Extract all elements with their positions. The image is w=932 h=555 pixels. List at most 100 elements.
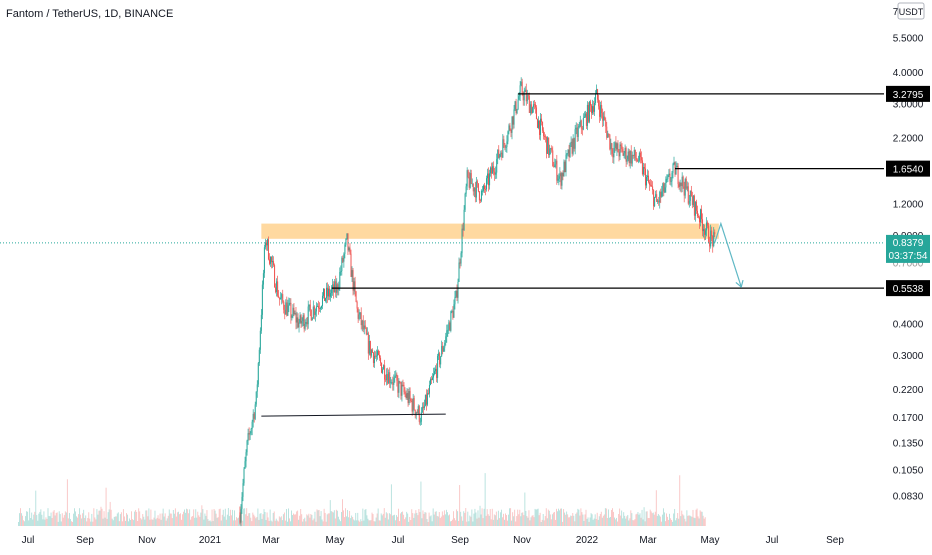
- volume-bar: [320, 511, 322, 526]
- candle-body: [504, 143, 506, 148]
- candle-body: [663, 183, 665, 193]
- candle-body: [265, 242, 267, 246]
- candle-body: [535, 107, 537, 120]
- volume-bar: [217, 517, 219, 526]
- volume-bar: [679, 475, 681, 526]
- candle-body: [253, 413, 255, 419]
- volume-bar: [558, 508, 559, 526]
- volume-bar: [186, 508, 188, 526]
- candle-body: [438, 353, 440, 356]
- candle-body: [596, 89, 598, 95]
- candle-body: [389, 372, 391, 383]
- candle-body: [382, 369, 384, 373]
- candle-body: [260, 314, 262, 331]
- volume-bar: [538, 515, 540, 526]
- volume-bar: [466, 521, 468, 526]
- candle-body: [630, 150, 632, 164]
- candle-body: [624, 147, 626, 154]
- volume-bar: [196, 517, 198, 526]
- volume-bar: [667, 516, 668, 526]
- volume-bar: [251, 521, 253, 526]
- volume-bar: [348, 517, 350, 526]
- volume-bar: [61, 513, 63, 526]
- volume-bar: [424, 512, 426, 526]
- volume-bar: [110, 509, 112, 526]
- candle-body: [335, 281, 337, 293]
- volume-bar: [401, 512, 403, 526]
- volume-bar: [93, 508, 95, 526]
- volume-bar: [417, 515, 419, 526]
- volume-bar: [492, 519, 494, 526]
- volume-bar: [51, 518, 53, 526]
- candle-body: [320, 305, 322, 309]
- volume-bar: [587, 517, 589, 526]
- candle-body: [598, 99, 600, 107]
- volume-bar: [367, 518, 369, 526]
- candle-body: [600, 105, 602, 117]
- volume-bar: [246, 508, 248, 526]
- candle-body: [301, 320, 303, 324]
- volume-bar: [491, 508, 493, 526]
- volume-bar: [53, 510, 55, 526]
- volume-bar: [361, 521, 363, 526]
- volume-bar: [584, 514, 586, 526]
- candle-body: [543, 130, 545, 137]
- volume-bar: [279, 517, 281, 526]
- candle-body: [346, 233, 348, 239]
- candle-body: [340, 270, 342, 272]
- candle-body: [288, 302, 290, 306]
- volume-bar: [404, 519, 406, 526]
- volume-bar: [567, 514, 569, 526]
- candle-body: [499, 154, 501, 158]
- volume-bar: [336, 510, 338, 526]
- candle-body: [692, 195, 694, 205]
- candle-body: [507, 131, 509, 142]
- volume-bar: [353, 519, 355, 526]
- volume-bar: [184, 509, 185, 526]
- volume-bar: [94, 517, 96, 526]
- candle-body: [274, 265, 276, 288]
- volume-bar: [410, 519, 412, 526]
- candle-body: [466, 170, 468, 187]
- volume-bar: [362, 508, 364, 526]
- candle-body: [313, 306, 315, 315]
- volume-bar: [325, 521, 327, 526]
- volume-bar: [652, 512, 654, 526]
- volume-bar: [211, 509, 213, 526]
- volume-bar: [257, 508, 259, 526]
- volume-bar: [232, 520, 234, 526]
- volume-bar: [655, 490, 657, 526]
- candle-body: [711, 230, 713, 236]
- candle-body: [256, 384, 258, 392]
- candle-body: [365, 327, 367, 335]
- volume-bar: [134, 511, 136, 526]
- volume-bar: [639, 513, 641, 526]
- volume-bar: [108, 509, 110, 526]
- candle-body: [420, 412, 422, 422]
- candle-body: [659, 191, 661, 203]
- candle-body: [712, 235, 714, 247]
- candle-body: [684, 178, 686, 196]
- candle-body: [661, 191, 663, 197]
- volume-bar: [506, 515, 507, 526]
- resistance-zone: [261, 223, 719, 239]
- volume-bar: [54, 515, 56, 526]
- candle-body: [328, 288, 330, 297]
- candle-body: [393, 377, 395, 385]
- volume-bar: [490, 519, 492, 526]
- candle-body: [247, 433, 249, 441]
- volume-bar: [206, 510, 208, 526]
- volume-bar: [605, 508, 607, 526]
- volume-bar: [418, 509, 420, 526]
- volume-bar: [154, 510, 156, 526]
- volume-bar: [508, 514, 510, 526]
- candle-body: [306, 322, 308, 325]
- candle-body: [610, 143, 612, 150]
- candle-body: [656, 194, 658, 202]
- volume-bar: [354, 520, 356, 526]
- volume-bar: [653, 514, 655, 526]
- candle-body: [477, 183, 479, 192]
- candle-body: [602, 112, 604, 121]
- candle-body: [641, 160, 643, 175]
